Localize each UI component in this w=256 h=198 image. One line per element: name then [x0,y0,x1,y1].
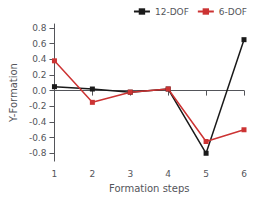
svg-text:-0.4: -0.4 [29,117,47,127]
svg-text:2: 2 [90,169,96,179]
svg-text:12-DOF: 12-DOF [155,7,189,17]
svg-text:1: 1 [52,169,58,179]
svg-text:6: 6 [241,169,247,179]
svg-text:Formation steps: Formation steps [109,183,190,194]
svg-text:5: 5 [203,169,209,179]
svg-text:0.8: 0.8 [32,23,47,33]
svg-text:0.0: 0.0 [32,86,47,96]
svg-text:-0.2: -0.2 [29,101,47,111]
svg-text:-0.8: -0.8 [29,148,47,158]
svg-text:0.2: 0.2 [32,70,46,80]
svg-text:3: 3 [127,169,133,179]
svg-text:0.6: 0.6 [32,39,47,49]
svg-text:6-DOF: 6-DOF [219,7,247,17]
svg-text:Y-Formation: Y-Formation [8,63,19,123]
svg-text:4: 4 [165,169,171,179]
svg-text:0.4: 0.4 [32,54,47,64]
svg-text:-0.6: -0.6 [29,133,47,143]
